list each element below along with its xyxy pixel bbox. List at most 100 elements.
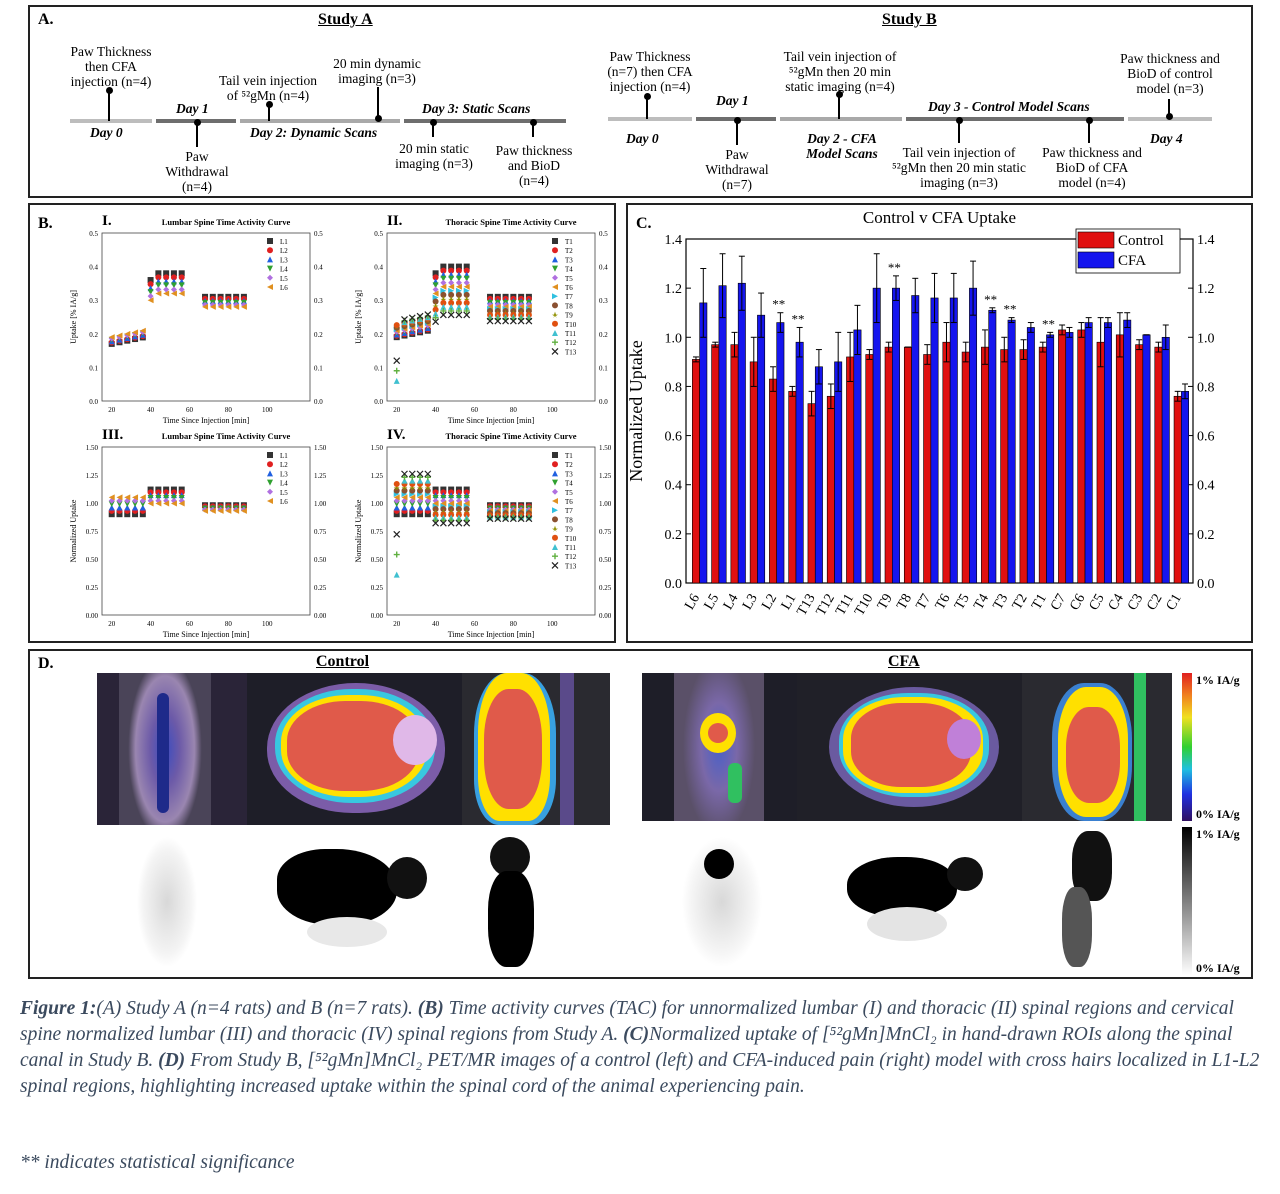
caption-part-a-label: (A) [96, 998, 122, 1019]
tac-legend-label-t3: T3 [565, 470, 573, 478]
control-bar-t9 [884, 346, 893, 584]
cfa-bar-c4 [1123, 319, 1132, 584]
control-bar-t2 [1019, 349, 1028, 584]
tac-point-t9 [440, 295, 447, 302]
y-tick-label-left: 0.4 [665, 479, 683, 494]
control-bar-l1 [788, 391, 797, 584]
tac-point-l4 [132, 501, 139, 508]
tac-point-l1 [139, 511, 146, 518]
tac-x-tick-label: 40 [147, 620, 155, 628]
pet-graybar [1182, 827, 1192, 975]
pet-graybar-top-label: 1% IA/g [1196, 827, 1240, 841]
tac-y-tick-label-left: 1.50 [371, 444, 384, 452]
tac-legend-label-t5: T5 [565, 489, 573, 497]
tac-legend-label-l5: L5 [280, 489, 288, 497]
tac-point-t10 [393, 322, 400, 329]
control-coronal-pet-image [97, 827, 247, 977]
tac-point-l6 [209, 507, 216, 514]
tac-legend-label-t11: T11 [565, 330, 577, 338]
cfa-bar-t3 [1007, 319, 1016, 584]
tac-chart-frame [386, 446, 596, 616]
tac-y-tick-label-left: 0.5 [89, 230, 98, 238]
study-a-tick-2 [268, 105, 270, 121]
tac-ylabel: Normalized Uptake [354, 499, 363, 562]
study-a-dot-2 [266, 101, 273, 108]
tac-point-l4 [178, 282, 185, 289]
control-bar-t11 [846, 356, 855, 584]
study-a-day0: Day 0 [90, 125, 123, 140]
tac-point-l2 [147, 281, 154, 288]
tac-point-l3 [116, 504, 123, 511]
cfa-bar-t8 [911, 295, 920, 584]
x-tick-label-t7: T7 [914, 592, 935, 613]
tac-legend-label-t10: T10 [565, 321, 577, 329]
control-bar-c2 [1154, 346, 1163, 584]
tac-point-t13 [525, 515, 533, 523]
y-tick-label-right: 0.4 [1197, 479, 1215, 494]
tac-y-tick-label-right: 0.4 [599, 264, 608, 272]
tac-point-l2 [155, 274, 162, 281]
cfa-bar-t9 [892, 287, 900, 584]
tac-y-tick-label-left: 0.25 [371, 584, 384, 592]
control-coronal-fused-image [97, 673, 247, 825]
tac-legend-label-t1: T1 [565, 238, 573, 246]
tac-point-t11 [424, 477, 431, 484]
study-b-tick-2 [838, 95, 840, 119]
tac-legend-label-l2: L2 [280, 461, 288, 469]
tac-chart-roman: II. [387, 213, 403, 229]
cfa-coronal-fused-image [642, 673, 797, 821]
tac-x-tick-label: 20 [108, 620, 116, 628]
tac-point-l6 [124, 330, 131, 337]
cfa-bar-c5 [1103, 322, 1112, 584]
tac-point-t8 [401, 487, 408, 494]
tac-point-l5 [155, 286, 162, 293]
x-tick-label-t9: T9 [875, 592, 896, 613]
tac-x-tick-label: 100 [547, 620, 558, 628]
tac-point-l1 [178, 270, 185, 277]
study-b-day4: Day 4 [1150, 131, 1183, 146]
tac-point-t4 [409, 501, 416, 508]
legend-swatch-control [1077, 231, 1115, 249]
tac-point-t8 [393, 487, 400, 494]
tac-legend-marker-t9 [552, 311, 558, 318]
caption-fig-label: Figure 1: [20, 998, 97, 1019]
tac-y-tick-label-right: 1.00 [314, 500, 327, 508]
tac-point-t11 [393, 571, 400, 578]
tac-y-tick-label-right: 0.5 [599, 230, 608, 238]
tac-xlabel: Time Since Injection [min] [163, 416, 250, 425]
tac-point-t6 [417, 494, 424, 501]
study-a-segment-day0 [70, 119, 152, 123]
tac-point-l3 [132, 504, 139, 511]
tac-point-t13 [486, 317, 494, 325]
tac-point-t12 [502, 514, 509, 521]
control-bar-t12 [826, 395, 835, 584]
tac-x-tick-label: 40 [432, 620, 440, 628]
tac-y-tick-label-right: 1.25 [314, 472, 327, 480]
tac-point-t9 [417, 484, 424, 491]
study-a-top-label-2: Tail vein injection of ⁵²gMn (n=4) [218, 73, 318, 103]
x-tick-label-t13: T13 [794, 592, 818, 619]
tac-point-l6 [139, 494, 146, 501]
study-a-segment-day3 [404, 119, 566, 123]
tac-point-t12 [448, 307, 455, 314]
tac-point-t13 [502, 515, 510, 523]
tac-y-tick-label-right: 0.2 [599, 331, 608, 339]
tac-point-t1 [440, 263, 447, 270]
tac-point-t10 [440, 299, 447, 306]
tac-legend-label-t6: T6 [565, 498, 573, 506]
control-bar-t3 [1000, 349, 1009, 584]
tac-legend-marker-t13 [551, 561, 559, 569]
study-b-day2: Day 2 - CFA Model Scans [806, 131, 878, 161]
tac-point-t8 [448, 291, 455, 298]
tac-y-tick-label-right: 1.50 [314, 444, 327, 452]
control-bar-c1 [1173, 395, 1182, 584]
study-a-dot-6 [530, 119, 537, 126]
tac-x-tick-label: 100 [262, 406, 273, 414]
study-b-dot-2 [836, 91, 843, 98]
tac-point-l4 [139, 501, 146, 508]
study-b-tick-1 [646, 97, 648, 119]
tac-legend-label-t10: T10 [565, 535, 577, 543]
tac-point-l6 [163, 290, 170, 297]
x-tick-label-t3: T3 [991, 592, 1012, 613]
significance-marker-t3: ** [1003, 302, 1016, 317]
